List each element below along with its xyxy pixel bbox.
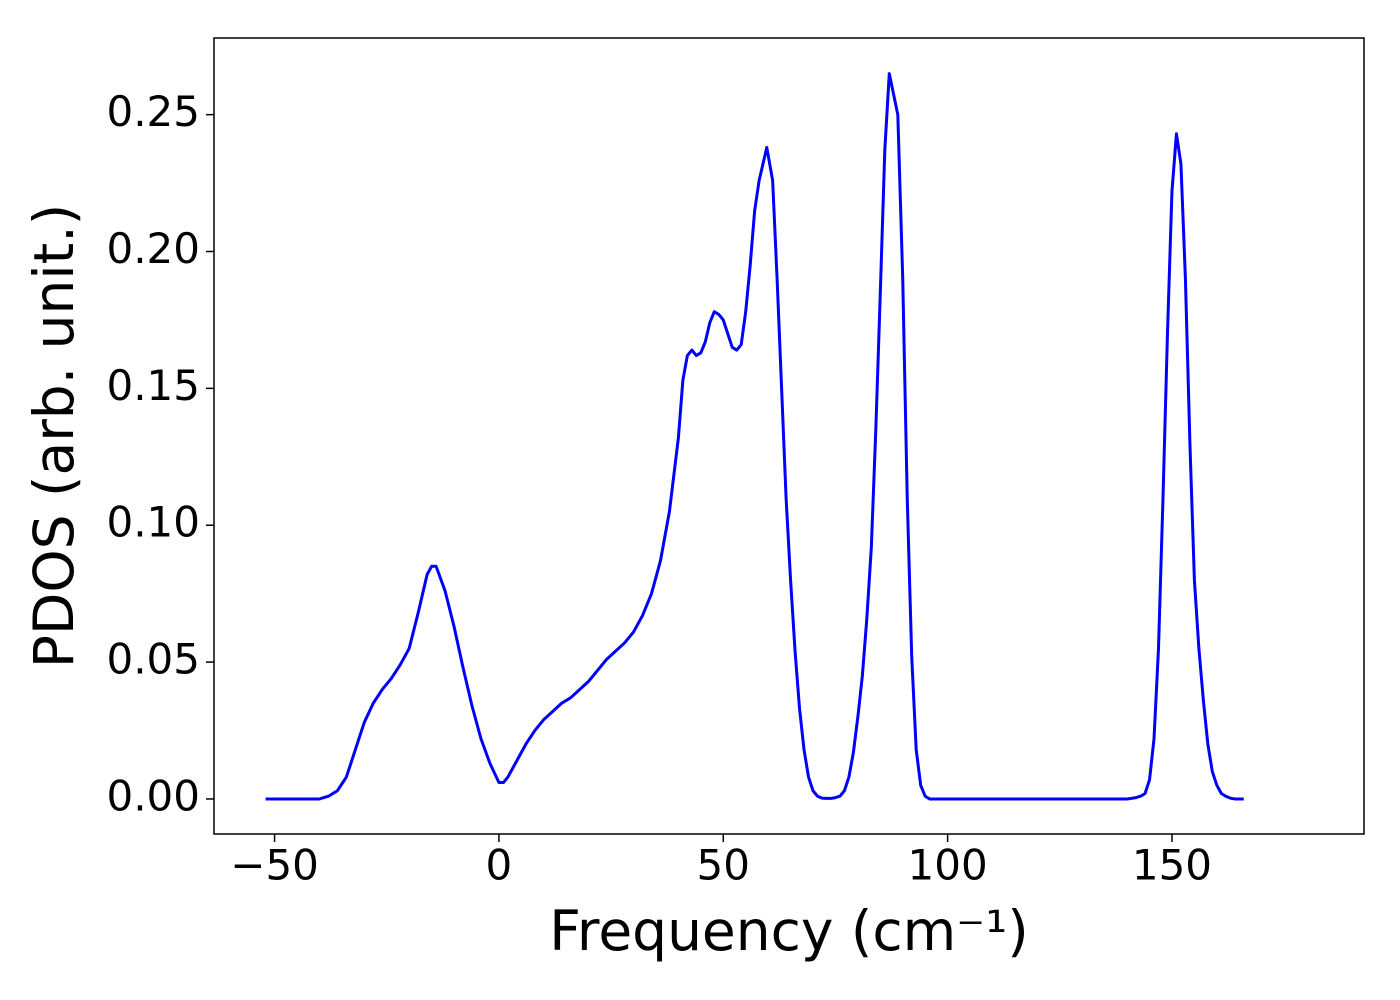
y-tick-label: 0.10: [106, 498, 200, 547]
data-line: [265, 72, 1244, 801]
x-axis-label: Frequency (cm⁻¹): [549, 899, 1028, 963]
x-tick-label: 50: [697, 841, 750, 890]
x-tick-label: 0: [486, 841, 513, 890]
y-axis-label: PDOS (arb. unit.): [22, 204, 86, 668]
y-tick-label: 0.05: [106, 635, 200, 684]
y-tick-label: 0.00: [106, 771, 200, 820]
y-tick-label: 0.15: [106, 361, 200, 410]
plot-frame: [213, 37, 1365, 835]
x-tick-label: −50: [230, 841, 319, 890]
y-tick-label: 0.25: [106, 87, 200, 136]
y-tick-label: 0.20: [106, 224, 200, 273]
x-tick-label: 100: [908, 841, 988, 890]
x-tick-label: 150: [1132, 841, 1212, 890]
